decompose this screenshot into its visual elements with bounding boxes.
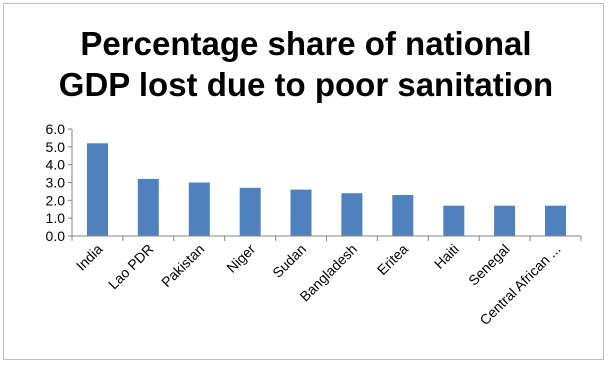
bar bbox=[341, 193, 363, 236]
bar bbox=[137, 178, 159, 236]
x-tick-label: Sudan bbox=[269, 241, 309, 281]
chart-title-line-1: Percentage share of national bbox=[80, 25, 531, 62]
x-tick-label: Senegal bbox=[465, 241, 513, 289]
bar bbox=[87, 143, 108, 236]
bar-series bbox=[87, 143, 566, 236]
x-tick-label: Pakistan bbox=[158, 241, 207, 290]
x-tick-label: Lao PDR bbox=[105, 241, 156, 292]
y-tick-label: 6.0 bbox=[46, 121, 66, 137]
y-tick-label: 5.0 bbox=[46, 139, 66, 155]
bar bbox=[392, 195, 414, 236]
x-axis: India Lao PDR Pakistan Niger SudanBangladesh… bbox=[71, 235, 582, 328]
y-tick-label: 1.0 bbox=[46, 210, 66, 226]
bar bbox=[494, 205, 516, 236]
x-tick-label: Eritea bbox=[374, 241, 411, 278]
chart-title-line-2: GDP lost due to poor sanitation bbox=[59, 66, 553, 103]
bar bbox=[239, 187, 261, 236]
y-tick-label: 2.0 bbox=[46, 192, 66, 208]
bar bbox=[290, 189, 312, 236]
y-tick-label: 4.0 bbox=[46, 157, 66, 173]
y-tick-label: 0.0 bbox=[46, 228, 66, 244]
y-tick-label: 3.0 bbox=[46, 175, 66, 191]
bar bbox=[188, 182, 210, 236]
bar bbox=[443, 205, 465, 236]
x-tick-label: India bbox=[73, 241, 106, 274]
x-tick-label: Haiti bbox=[431, 241, 462, 272]
y-axis: 0.0 1.0 2.03.0 4.0 5.0 6.0 bbox=[46, 121, 73, 244]
bar bbox=[545, 205, 566, 236]
x-tick-label: Niger bbox=[223, 241, 258, 276]
